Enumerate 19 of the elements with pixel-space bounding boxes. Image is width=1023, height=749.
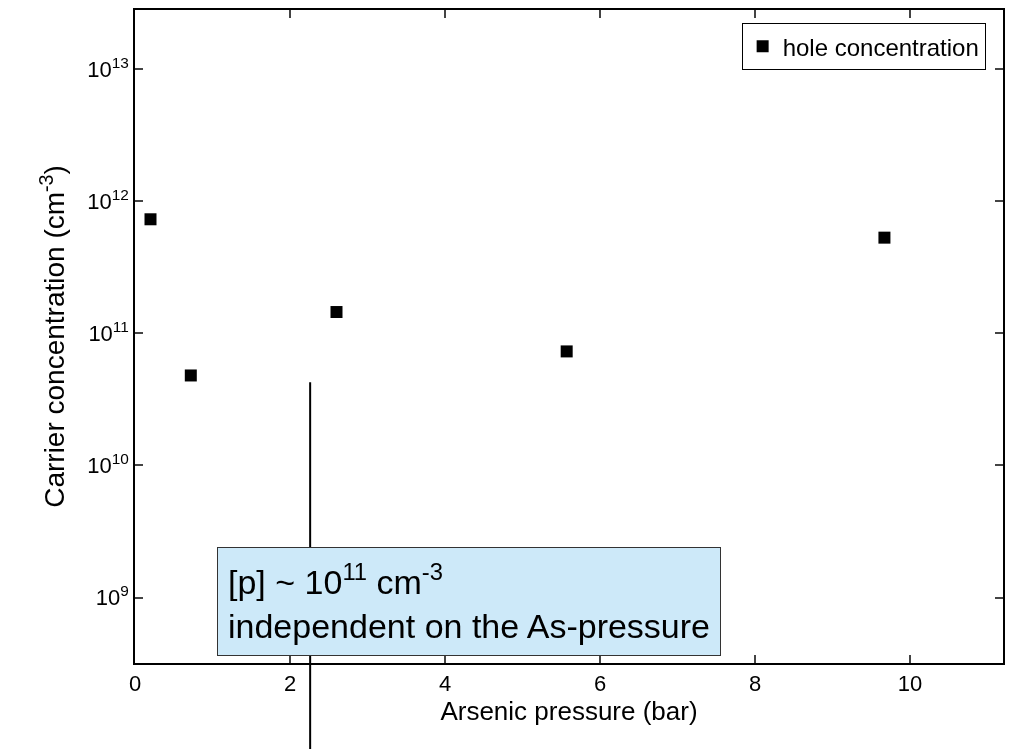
y-tick-label: 10$^{11}$ [88,317,129,347]
y-tick-label: 10$^{12}$ [87,185,129,214]
y-tick-label: 10$^{10}$ [87,449,129,479]
x-tick-label: 2 [283,671,297,697]
x-tick-label: 0 [128,671,142,697]
y-tick-label: 10$^{9}$ [95,582,129,611]
y-tick-label: 10$^{13}$ [87,53,129,82]
x-tick-label: 4 [438,671,452,697]
x-tick-label: 10 [897,671,923,697]
point [144,213,157,226]
point [330,306,343,319]
annotation: [p] ~ 10$^{11}$ cm$^{-3}$ independent on the As-pressure [228,558,711,646]
point [878,231,891,244]
point [560,345,573,358]
x-axis-title: Arsenic pressure (bar) [440,696,698,727]
x-tick-label: 8 [748,671,762,697]
x-tick-label: 6 [593,671,607,697]
legend-label: hole concentration [782,33,979,61]
point [184,369,197,382]
